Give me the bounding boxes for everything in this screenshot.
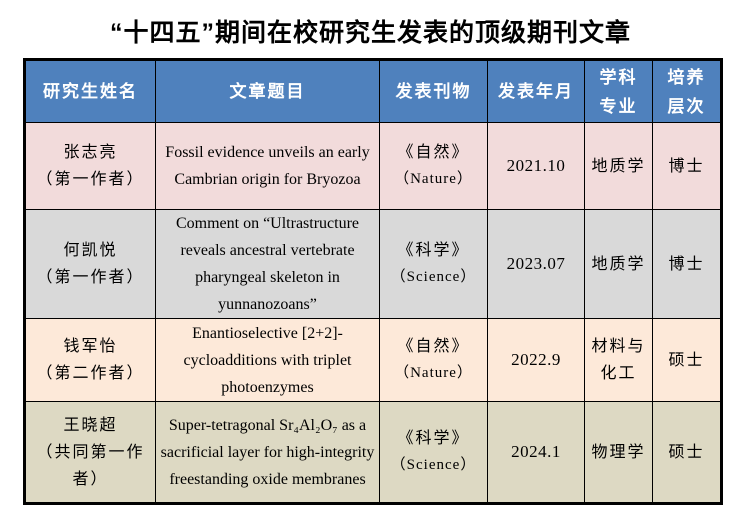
author-role: （第二作者） [36, 365, 145, 382]
cell-major: 地质学 [584, 122, 653, 210]
table-row: 钱军怡 （第二作者） Enantioselective [2+2]-cycload… [24, 318, 722, 402]
cell-student-name: 何凯悦 （第一作者） [24, 209, 156, 319]
cell-article-title: Comment on “Ultrastructure reveals ances… [155, 209, 380, 319]
cell-degree-level: 博士 [652, 209, 722, 319]
table-row: 何凯悦 （第一作者） Comment on “Ultrastructure rev… [24, 209, 722, 319]
student-name: 钱军怡 [63, 338, 118, 355]
cell-pub-date: 2023.07 [487, 209, 585, 319]
cell-pub-date: 2022.9 [487, 318, 585, 402]
cell-major: 物理学 [584, 401, 653, 504]
cell-journal: 《自然》 （Nature） [379, 122, 488, 210]
header-journal: 发表刊物 [379, 59, 488, 123]
journal-cn: 《科学》 [397, 430, 470, 447]
journal-cn: 《自然》 [397, 338, 470, 355]
student-name: 何凯悦 [63, 242, 118, 259]
journal-en: （Science） [390, 269, 477, 285]
cell-degree-level: 博士 [652, 122, 722, 210]
header-row: 研究生姓名 文章题目 发表刊物 发表年月 学科 专业 培养 层次 [24, 59, 722, 123]
header-pub-date: 发表年月 [487, 59, 585, 123]
author-role: （共同第一作者） [36, 443, 145, 488]
header-student-name: 研究生姓名 [24, 59, 156, 123]
publications-table: 研究生姓名 文章题目 发表刊物 发表年月 学科 专业 培养 层次 张志亮 （第一作者）… [23, 58, 723, 505]
header-article-title: 文章题目 [155, 59, 380, 123]
journal-en: （Science） [390, 457, 477, 473]
student-name: 王晓超 [63, 416, 118, 434]
cell-article-title: Super-tetragonal Sr₄Al₂O₇ as a sacrifici… [155, 401, 380, 504]
cell-journal: 《科学》 （Science） [379, 401, 488, 504]
journal-en: （Nature） [394, 171, 473, 187]
cell-student-name: 王晓超 （共同第一作者） [24, 401, 156, 504]
cell-degree-level: 硕士 [652, 318, 722, 402]
table-row: 张志亮 （第一作者） Fossil evidence unveils an ear… [24, 122, 722, 210]
page-title: “十四五”期间在校研究生发表的顶级期刊文章 [109, 19, 631, 47]
cell-pub-date: 2021.10 [487, 122, 585, 210]
author-role: （第一作者） [36, 269, 145, 286]
cell-journal: 《自然》 （Nature） [379, 318, 488, 402]
cell-pub-date: 2024.1 [487, 401, 585, 504]
journal-en: （Nature） [394, 365, 473, 381]
table-row: 王晓超 （共同第一作者） Super-tetragonal Sr₄Al₂O₇ as… [24, 401, 722, 504]
header-major: 学科 专业 [584, 59, 653, 123]
cell-major: 地质学 [584, 209, 653, 319]
cell-student-name: 钱军怡 （第二作者） [24, 318, 156, 402]
cell-major: 材料与化工 [584, 318, 653, 402]
cell-article-title: Enantioselective [2+2]-cycloadditions wi… [155, 318, 380, 402]
student-name: 张志亮 [63, 144, 118, 161]
journal-cn: 《科学》 [397, 242, 470, 259]
author-role: （第一作者） [36, 171, 145, 188]
cell-article-title: Fossil evidence unveils an early Cambria… [155, 122, 380, 210]
cell-student-name: 张志亮 （第一作者） [24, 122, 156, 210]
cell-journal: 《科学》 （Science） [379, 209, 488, 319]
cell-degree-level: 硕士 [652, 401, 722, 504]
journal-cn: 《自然》 [397, 144, 470, 161]
header-degree-level: 培养 层次 [652, 59, 722, 123]
